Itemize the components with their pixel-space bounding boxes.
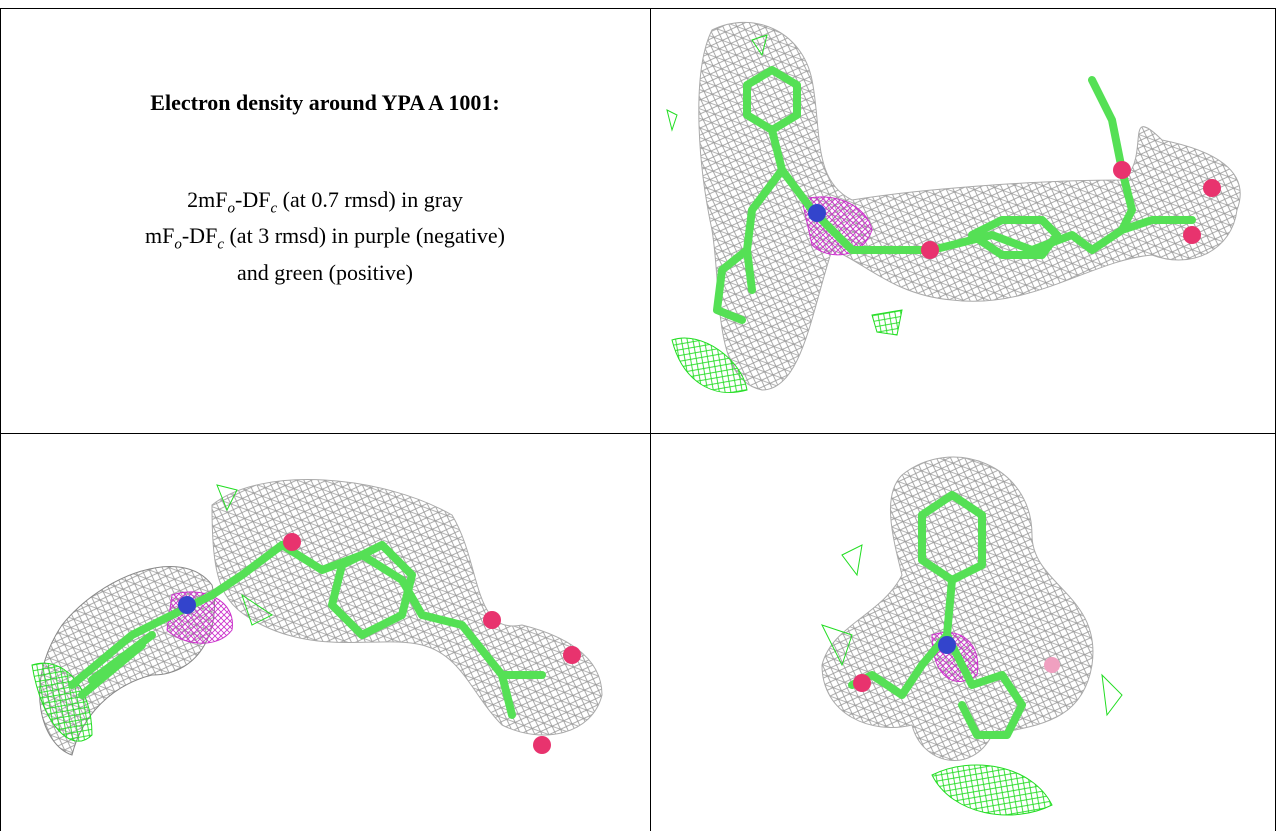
page: Electron density around YPA A 1001: 2mFo… xyxy=(0,0,1276,831)
text: (at 0.7 rmsd) in gray xyxy=(277,187,463,212)
text: -DF xyxy=(235,187,270,212)
subscript: o xyxy=(174,237,182,253)
caption-line: mFo-DFc (at 3 rmsd) in purple (negative) xyxy=(10,222,640,258)
text: and green (positive) xyxy=(237,260,413,285)
caption: Electron density around YPA A 1001: 2mFo… xyxy=(10,90,640,286)
density-view-1 xyxy=(652,10,1274,432)
caption-line: 2mFo-DFc (at 0.7 rmsd) in gray xyxy=(10,186,640,222)
density-view-3 xyxy=(652,435,1274,831)
density-view-2 xyxy=(2,435,648,831)
text: (at 3 rmsd) in purple (negative) xyxy=(224,223,505,248)
caption-title: Electron density around YPA A 1001: xyxy=(10,90,640,116)
subscript: o xyxy=(228,200,236,216)
text: mF xyxy=(145,223,174,248)
text: 2mF xyxy=(187,187,227,212)
subscript: c xyxy=(217,237,224,253)
caption-line: and green (positive) xyxy=(10,259,640,286)
text: -DF xyxy=(182,223,217,248)
